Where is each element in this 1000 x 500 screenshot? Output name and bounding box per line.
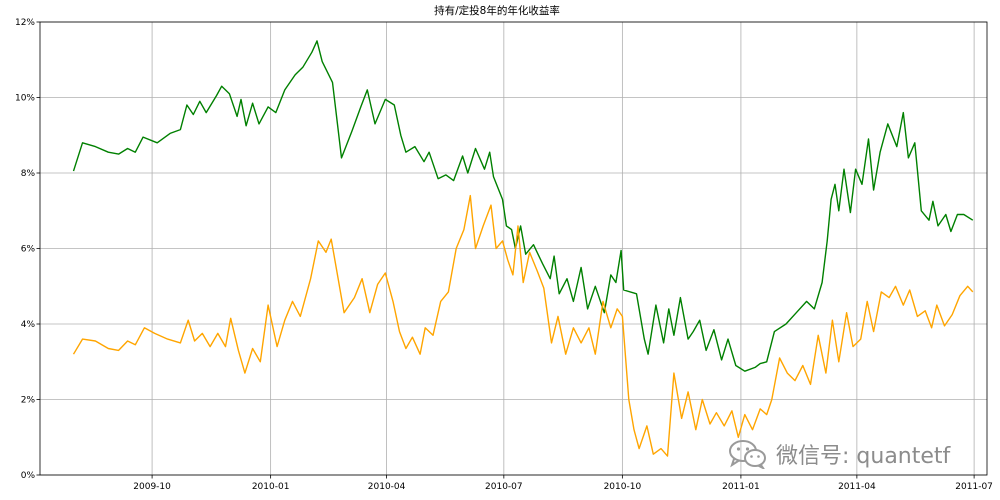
x-tick-label: 2009-10: [133, 482, 171, 492]
y-tick-label: 10%: [15, 94, 35, 104]
y-axis: 0% 2% 4% 6% 8% 10% 12%: [15, 18, 40, 481]
y-tick-label: 2%: [21, 396, 36, 406]
series-line-1: [72, 40, 974, 372]
x-tick-label: 2010-04: [368, 482, 406, 492]
y-tick-label: 6%: [21, 245, 36, 255]
x-tick-label: 2011-04: [838, 482, 876, 492]
x-axis: 2009-10 2010-01 2010-04 2010-07 2010-10 2011-…: [133, 475, 993, 492]
y-tick-label: 8%: [21, 169, 36, 179]
grid-lines: [40, 21, 987, 476]
watermark: 微信号: quantetf: [728, 438, 950, 470]
x-tick-label: 2011-07: [955, 482, 993, 492]
wechat-icon: [729, 440, 766, 469]
x-tick-label: 2010-07: [485, 482, 523, 492]
y-tick-label: 0%: [21, 471, 36, 481]
y-tick-label: 12%: [15, 18, 35, 28]
series-line-2: [72, 194, 974, 457]
x-tick-label: 2010-01: [252, 482, 290, 492]
x-tick-label: 2011-01: [722, 482, 760, 492]
y-tick-label: 4%: [21, 320, 36, 330]
watermark-text: 微信号: quantetf: [776, 444, 951, 469]
chart-title: 持有/定投8年的年化收益率: [434, 4, 560, 17]
series-layer: [72, 40, 974, 457]
x-tick-label: 2010-10: [604, 482, 642, 492]
